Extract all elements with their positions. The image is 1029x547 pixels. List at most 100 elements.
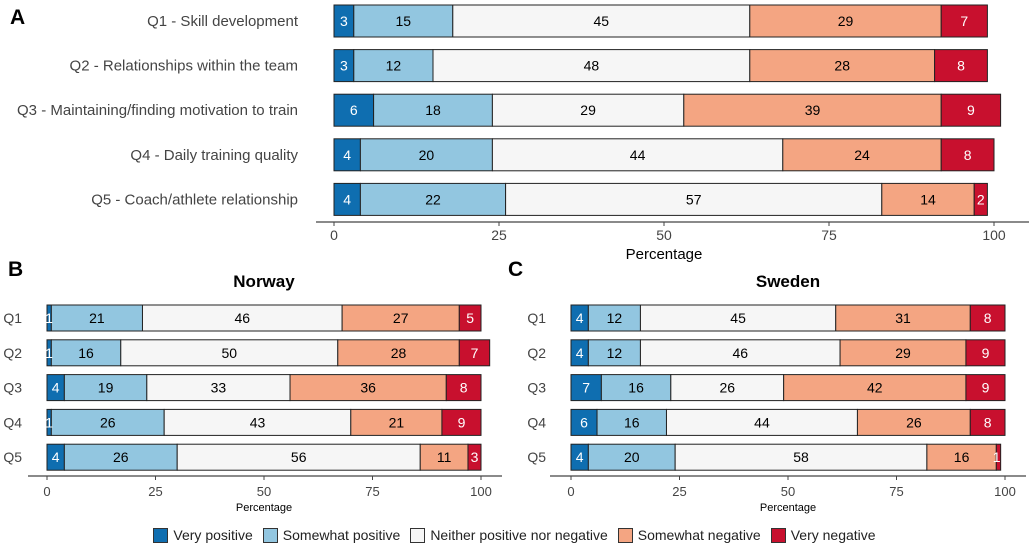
panel-c-bar-label-q3-very-positive: 7 xyxy=(582,380,590,396)
panel-a-category-label-1: Q1 - Skill development xyxy=(147,13,299,30)
panel-b-letter: B xyxy=(8,258,23,281)
panel-a-tick-label-50: 50 xyxy=(656,227,672,243)
panel-c-letter: C xyxy=(508,258,523,281)
panel-b-bar-q3-very-negative xyxy=(445,374,482,402)
panel-c-bar-label-q4-very-positive: 6 xyxy=(580,414,588,430)
panel-c-bar-label-q3-somewhat-positive: 16 xyxy=(628,380,644,396)
panel-b-bar-q2-very-negative xyxy=(458,339,491,367)
panel-b-bar-label-q1-somewhat-positive: 21 xyxy=(89,310,105,326)
panel-a-bar-q4-neither-positive-nor-negative xyxy=(491,138,784,172)
panel-c-bar-q5-somewhat-negative xyxy=(926,443,997,471)
panel-c-bar-q3-somewhat-negative xyxy=(783,374,967,402)
panel-a-bar-label-q2-very-positive: 3 xyxy=(340,58,348,74)
panel-b-bar-label-q3-neither-positive-nor-negative: 33 xyxy=(211,380,227,396)
panel-a-bar-q4-somewhat-negative xyxy=(782,138,942,172)
panel-c-category-label-4: Q4 xyxy=(527,414,546,430)
panel-a-bar-q3-very-positive xyxy=(333,93,375,127)
panel-b-bar-q4-very-negative xyxy=(441,408,482,436)
panel-b-title: Norway xyxy=(233,272,295,291)
legend-item-somewhat-positive: Somewhat positive xyxy=(262,527,400,543)
panel-c-bar-label-q2-somewhat-negative: 29 xyxy=(895,345,911,361)
panel-c-bar-label-q5-somewhat-negative: 16 xyxy=(954,449,970,465)
panel-c-bar-label-q3-very-negative: 9 xyxy=(982,380,990,396)
panel-c-bar-q3-very-positive xyxy=(570,374,602,402)
panel-a-bar-q5-somewhat-negative xyxy=(881,182,975,216)
panel-a-bar-q1-somewhat-negative xyxy=(749,4,942,38)
panel-a-bar-label-q4-very-positive: 4 xyxy=(343,147,351,163)
panel-c-bar-label-q5-neither-positive-nor-negative: 58 xyxy=(793,449,809,465)
panel-c-bar-label-q2-very-positive: 4 xyxy=(576,345,584,361)
panel-a-bar-q2-very-negative xyxy=(934,49,988,83)
panel-b-bar-label-q3-very-positive: 4 xyxy=(52,380,60,396)
panel-b-bar-q4-somewhat-negative xyxy=(350,408,443,436)
panel-c-bar-label-q5-somewhat-positive: 20 xyxy=(624,449,640,465)
panel-c-bar-label-q3-neither-positive-nor-negative: 26 xyxy=(719,380,735,396)
panel-b-bar-label-q1-very-negative: 5 xyxy=(466,310,474,326)
panel-b-category-label-5: Q5 xyxy=(3,449,22,465)
panel-a-bar-label-q5-very-positive: 4 xyxy=(343,191,351,207)
panel-a-bar-q2-somewhat-negative xyxy=(749,49,936,83)
panel-c-bar-q1-neither-positive-nor-negative xyxy=(639,304,837,332)
panel-b-bar-label-q1-very-positive: 1 xyxy=(45,310,53,326)
panel-b-bar-label-q4-very-negative: 9 xyxy=(458,414,466,430)
legend-swatch-somewhat-negative xyxy=(617,527,633,543)
panel-c-bar-q5-somewhat-positive xyxy=(587,443,676,471)
panel-c-bar-q1-very-negative xyxy=(969,304,1006,332)
panel-b-bar-q5-somewhat-positive xyxy=(63,443,178,471)
panel-a-bar-q5-neither-positive-nor-negative xyxy=(505,182,883,216)
legend-label-neither: Neither positive nor negative xyxy=(430,527,608,543)
panel-b-bar-label-q2-very-positive: 1 xyxy=(45,345,53,361)
panel-b-tick-label-75: 75 xyxy=(365,484,379,499)
panel-c-bar-q2-somewhat-negative xyxy=(839,339,967,367)
panel-c-bar-q4-neither-positive-nor-negative xyxy=(665,408,858,436)
panel-b-bar-q5-very-negative xyxy=(467,443,482,471)
panel-b-bar-label-q5-somewhat-positive: 26 xyxy=(113,449,129,465)
panel-b-bar-q2-somewhat-positive xyxy=(50,339,122,367)
panel-a-bar-label-q1-somewhat-negative: 29 xyxy=(838,13,854,29)
panel-a-tick-label-25: 25 xyxy=(491,227,507,243)
panel-a-bar-q3-neither-positive-nor-negative xyxy=(491,93,685,127)
panel-c-bar-label-q5-very-positive: 4 xyxy=(576,449,584,465)
panel-a-bar-label-q2-somewhat-positive: 12 xyxy=(386,58,402,74)
panel-b-bar-q5-somewhat-negative xyxy=(419,443,469,471)
panel-a-bar-q1-neither-positive-nor-negative xyxy=(452,4,751,38)
panel-c-bar-label-q2-very-negative: 9 xyxy=(982,345,990,361)
panel-b-bar-label-q1-neither-positive-nor-negative: 46 xyxy=(235,310,251,326)
panel-a-bar-q5-very-negative xyxy=(973,182,988,216)
panel-c-bar-label-q4-neither-positive-nor-negative: 44 xyxy=(754,414,770,430)
panel-a-bar-label-q4-very-negative: 8 xyxy=(964,147,972,163)
panel-a-bar-q2-neither-positive-nor-negative xyxy=(432,49,751,83)
panel-a-category-label-4: Q4 - Daily training quality xyxy=(130,147,298,164)
panel-b-bar-label-q2-somewhat-positive: 16 xyxy=(78,345,94,361)
legend-item-very-positive: Very positive xyxy=(153,527,253,543)
panel-b-bar-label-q3-somewhat-negative: 36 xyxy=(360,380,376,396)
panel-a-bar-label-q2-very-negative: 8 xyxy=(957,58,965,74)
panel-c-tick-label-100: 100 xyxy=(994,484,1016,499)
panel-b-bar-label-q5-somewhat-negative: 11 xyxy=(437,449,452,465)
panel-c-bar-q1-somewhat-positive xyxy=(587,304,641,332)
panel-b-bar-label-q4-somewhat-negative: 21 xyxy=(389,414,405,430)
panel-b-bar-q5-neither-positive-nor-negative xyxy=(176,443,421,471)
legend-item-very-negative: Very negative xyxy=(770,527,876,543)
panel-c-bar-label-q1-somewhat-positive: 12 xyxy=(607,310,623,326)
panel-c-bar-q2-somewhat-positive xyxy=(587,339,641,367)
panel-b-tick-label-50: 50 xyxy=(257,484,271,499)
panel-b-bar-q1-neither-positive-nor-negative xyxy=(141,304,343,332)
panel-c-bar-q3-very-negative xyxy=(965,374,1006,402)
panel-a-category-label-5: Q5 - Coach/athlete relationship xyxy=(91,191,298,208)
panel-b-bar-q1-somewhat-positive xyxy=(50,304,143,332)
panel-b-bar-label-q2-very-negative: 7 xyxy=(471,345,479,361)
panel-a-bar-label-q5-somewhat-negative: 14 xyxy=(920,191,936,207)
panel-a-bar-label-q1-very-negative: 7 xyxy=(960,13,968,29)
panel-b-bar-q4-somewhat-positive xyxy=(50,408,165,436)
panel-a-letter: A xyxy=(10,6,25,29)
panel-a-bar-q3-somewhat-negative xyxy=(683,93,942,127)
panel-c-bar-q2-neither-positive-nor-negative xyxy=(639,339,841,367)
panel-c-bar-q5-very-negative xyxy=(995,443,1002,471)
panel-b-bar-label-q5-neither-positive-nor-negative: 56 xyxy=(291,449,307,465)
panel-a-bar-q5-somewhat-positive xyxy=(359,182,507,216)
panel-b-bar-q1-very-negative xyxy=(458,304,482,332)
panel-c-bar-label-q1-somewhat-negative: 31 xyxy=(895,310,911,326)
panel-a-tick-label-75: 75 xyxy=(821,227,837,243)
